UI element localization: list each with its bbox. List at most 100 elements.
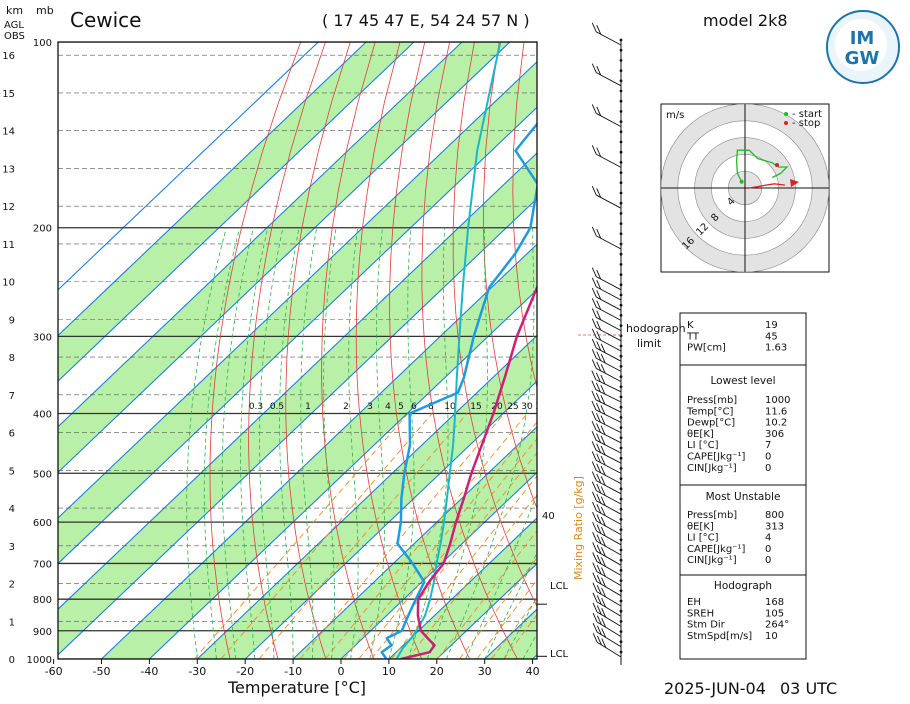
wind-level-dot — [620, 263, 623, 266]
wind-barb-flag — [592, 359, 596, 368]
forecast-time: 03 UTC — [780, 679, 837, 698]
lowest-level-label: Press[mb] — [687, 395, 737, 406]
index-top-label: PW[cm] — [687, 343, 726, 354]
pressure-tick-label: 100 — [33, 38, 52, 49]
height-tick-label: 1 — [9, 617, 15, 628]
most-unstable-label: CAPE[Jkg⁻¹] — [687, 544, 745, 555]
wind-barb-flag — [593, 532, 597, 541]
mixing-ratio-label: 0.3 — [249, 402, 263, 412]
mixing-ratio-label: 4 — [385, 402, 391, 412]
lowest-level-label: Temp[°C] — [686, 406, 734, 417]
wind-barb-flag — [592, 319, 596, 328]
height-tick-label: 2 — [9, 580, 15, 591]
wind-barb-flag — [593, 603, 597, 612]
wind-barb-flag — [592, 451, 596, 460]
forecast-date: 2025-JUN-04 — [664, 679, 766, 698]
logo-text-top: IM — [826, 28, 898, 49]
most-unstable-value: 800 — [765, 510, 784, 521]
x-tick-label: -40 — [140, 665, 158, 678]
wind-barb-flag — [592, 288, 596, 297]
wind-barb-staff — [596, 236, 621, 249]
wind-level-dot — [620, 171, 623, 174]
height-tick-label: 5 — [9, 466, 15, 477]
wind-barb-flag — [592, 23, 596, 32]
height-tick-label: 4 — [9, 504, 15, 515]
x-tick-label: -20 — [236, 665, 254, 678]
lowest-level-value: 306 — [765, 429, 784, 440]
height-tick-label: 9 — [9, 315, 15, 326]
wind-level-dot — [620, 69, 623, 72]
hodograph-index-title: Hodograph — [714, 580, 772, 592]
wind-barb-flag — [592, 441, 596, 450]
wind-level-dot — [620, 385, 623, 388]
wind-level-dot — [620, 283, 623, 286]
wind-barb-flag — [593, 623, 597, 632]
wind-level-dot — [620, 39, 623, 42]
x-tick-label: 0 — [338, 665, 345, 678]
wind-barb-staff — [596, 195, 621, 208]
wind-level-dot — [620, 192, 623, 195]
wind-level-dot — [620, 130, 623, 133]
mixing-ratio-label: 15 — [470, 402, 481, 412]
x-tick-label: -50 — [93, 665, 111, 678]
wind-level-dot — [620, 467, 623, 470]
wind-level-dot — [620, 610, 623, 613]
wind-barb-flag — [593, 542, 597, 551]
mixing-ratio-label: 10 — [444, 402, 456, 412]
index-top-value: 19 — [765, 320, 778, 331]
most-unstable-value: 4 — [765, 533, 771, 544]
wind-level-dot — [620, 640, 623, 643]
wind-level-dot — [620, 273, 623, 276]
lowest-level-value: 10.2 — [765, 418, 787, 429]
mixing-ratio-axis-label: Mixing Ratio [g/kg] — [572, 476, 585, 580]
hodograph-index-label: StmSpd[m/s] — [687, 631, 752, 642]
most-unstable-label: θE[K] — [687, 521, 714, 532]
hodograph-index-label: Stm Dir — [687, 620, 726, 631]
wind-barb-flag — [592, 145, 596, 154]
most-unstable-label: LI [°C] — [687, 533, 719, 544]
model-name: model 2k8 — [703, 11, 788, 30]
most-unstable-value: 0 — [765, 555, 771, 566]
x-axis-label: Temperature [°C] — [227, 678, 366, 697]
height-tick-label: 10 — [2, 278, 15, 289]
hodograph-stop-dot — [775, 163, 779, 167]
isotherm-band — [6, 42, 702, 659]
height-tick-label: 16 — [2, 51, 15, 62]
hodograph-limit-label-2: limit — [637, 337, 662, 350]
x-tick-label: -30 — [188, 665, 206, 678]
most-unstable-title: Most Unstable — [706, 491, 781, 503]
wind-level-dot — [620, 314, 623, 317]
wind-level-dot — [620, 100, 623, 103]
lowest-level-label: LI [°C] — [687, 440, 719, 451]
wind-barb-flag — [592, 227, 596, 236]
pressure-tick-label: 400 — [33, 409, 52, 420]
obs-label: OBS — [4, 31, 25, 42]
mixing-ratio-label: 25 — [507, 402, 518, 412]
x-tick-label: -60 — [45, 665, 63, 678]
lowest-level-title: Lowest level — [710, 375, 775, 387]
index-top-value: 1.63 — [765, 343, 787, 354]
wind-barb-flag — [593, 563, 597, 572]
wind-level-dot — [620, 110, 623, 113]
wind-level-dot — [620, 49, 623, 52]
wind-barb-flag — [593, 573, 597, 582]
wind-barb-flag — [592, 421, 596, 430]
value-40-label: 40 — [542, 511, 555, 522]
wind-barb-flag — [592, 472, 596, 481]
wind-level-dot — [620, 141, 623, 144]
hodograph-index-value: 264° — [765, 620, 789, 631]
pressure-tick-label: 500 — [33, 469, 52, 480]
wind-level-dot — [620, 498, 623, 501]
logo-text-bottom: GW — [826, 48, 898, 69]
wind-level-dot — [620, 426, 623, 429]
wind-level-dot — [620, 508, 623, 511]
hodograph-units: m/s — [666, 110, 684, 121]
wind-barb-flag — [592, 482, 596, 491]
wind-level-dot — [620, 243, 623, 246]
wind-barb-flag — [592, 339, 596, 348]
pressure-tick-label: 1000 — [27, 655, 52, 666]
mixing-ratio-label: 3 — [367, 402, 373, 412]
